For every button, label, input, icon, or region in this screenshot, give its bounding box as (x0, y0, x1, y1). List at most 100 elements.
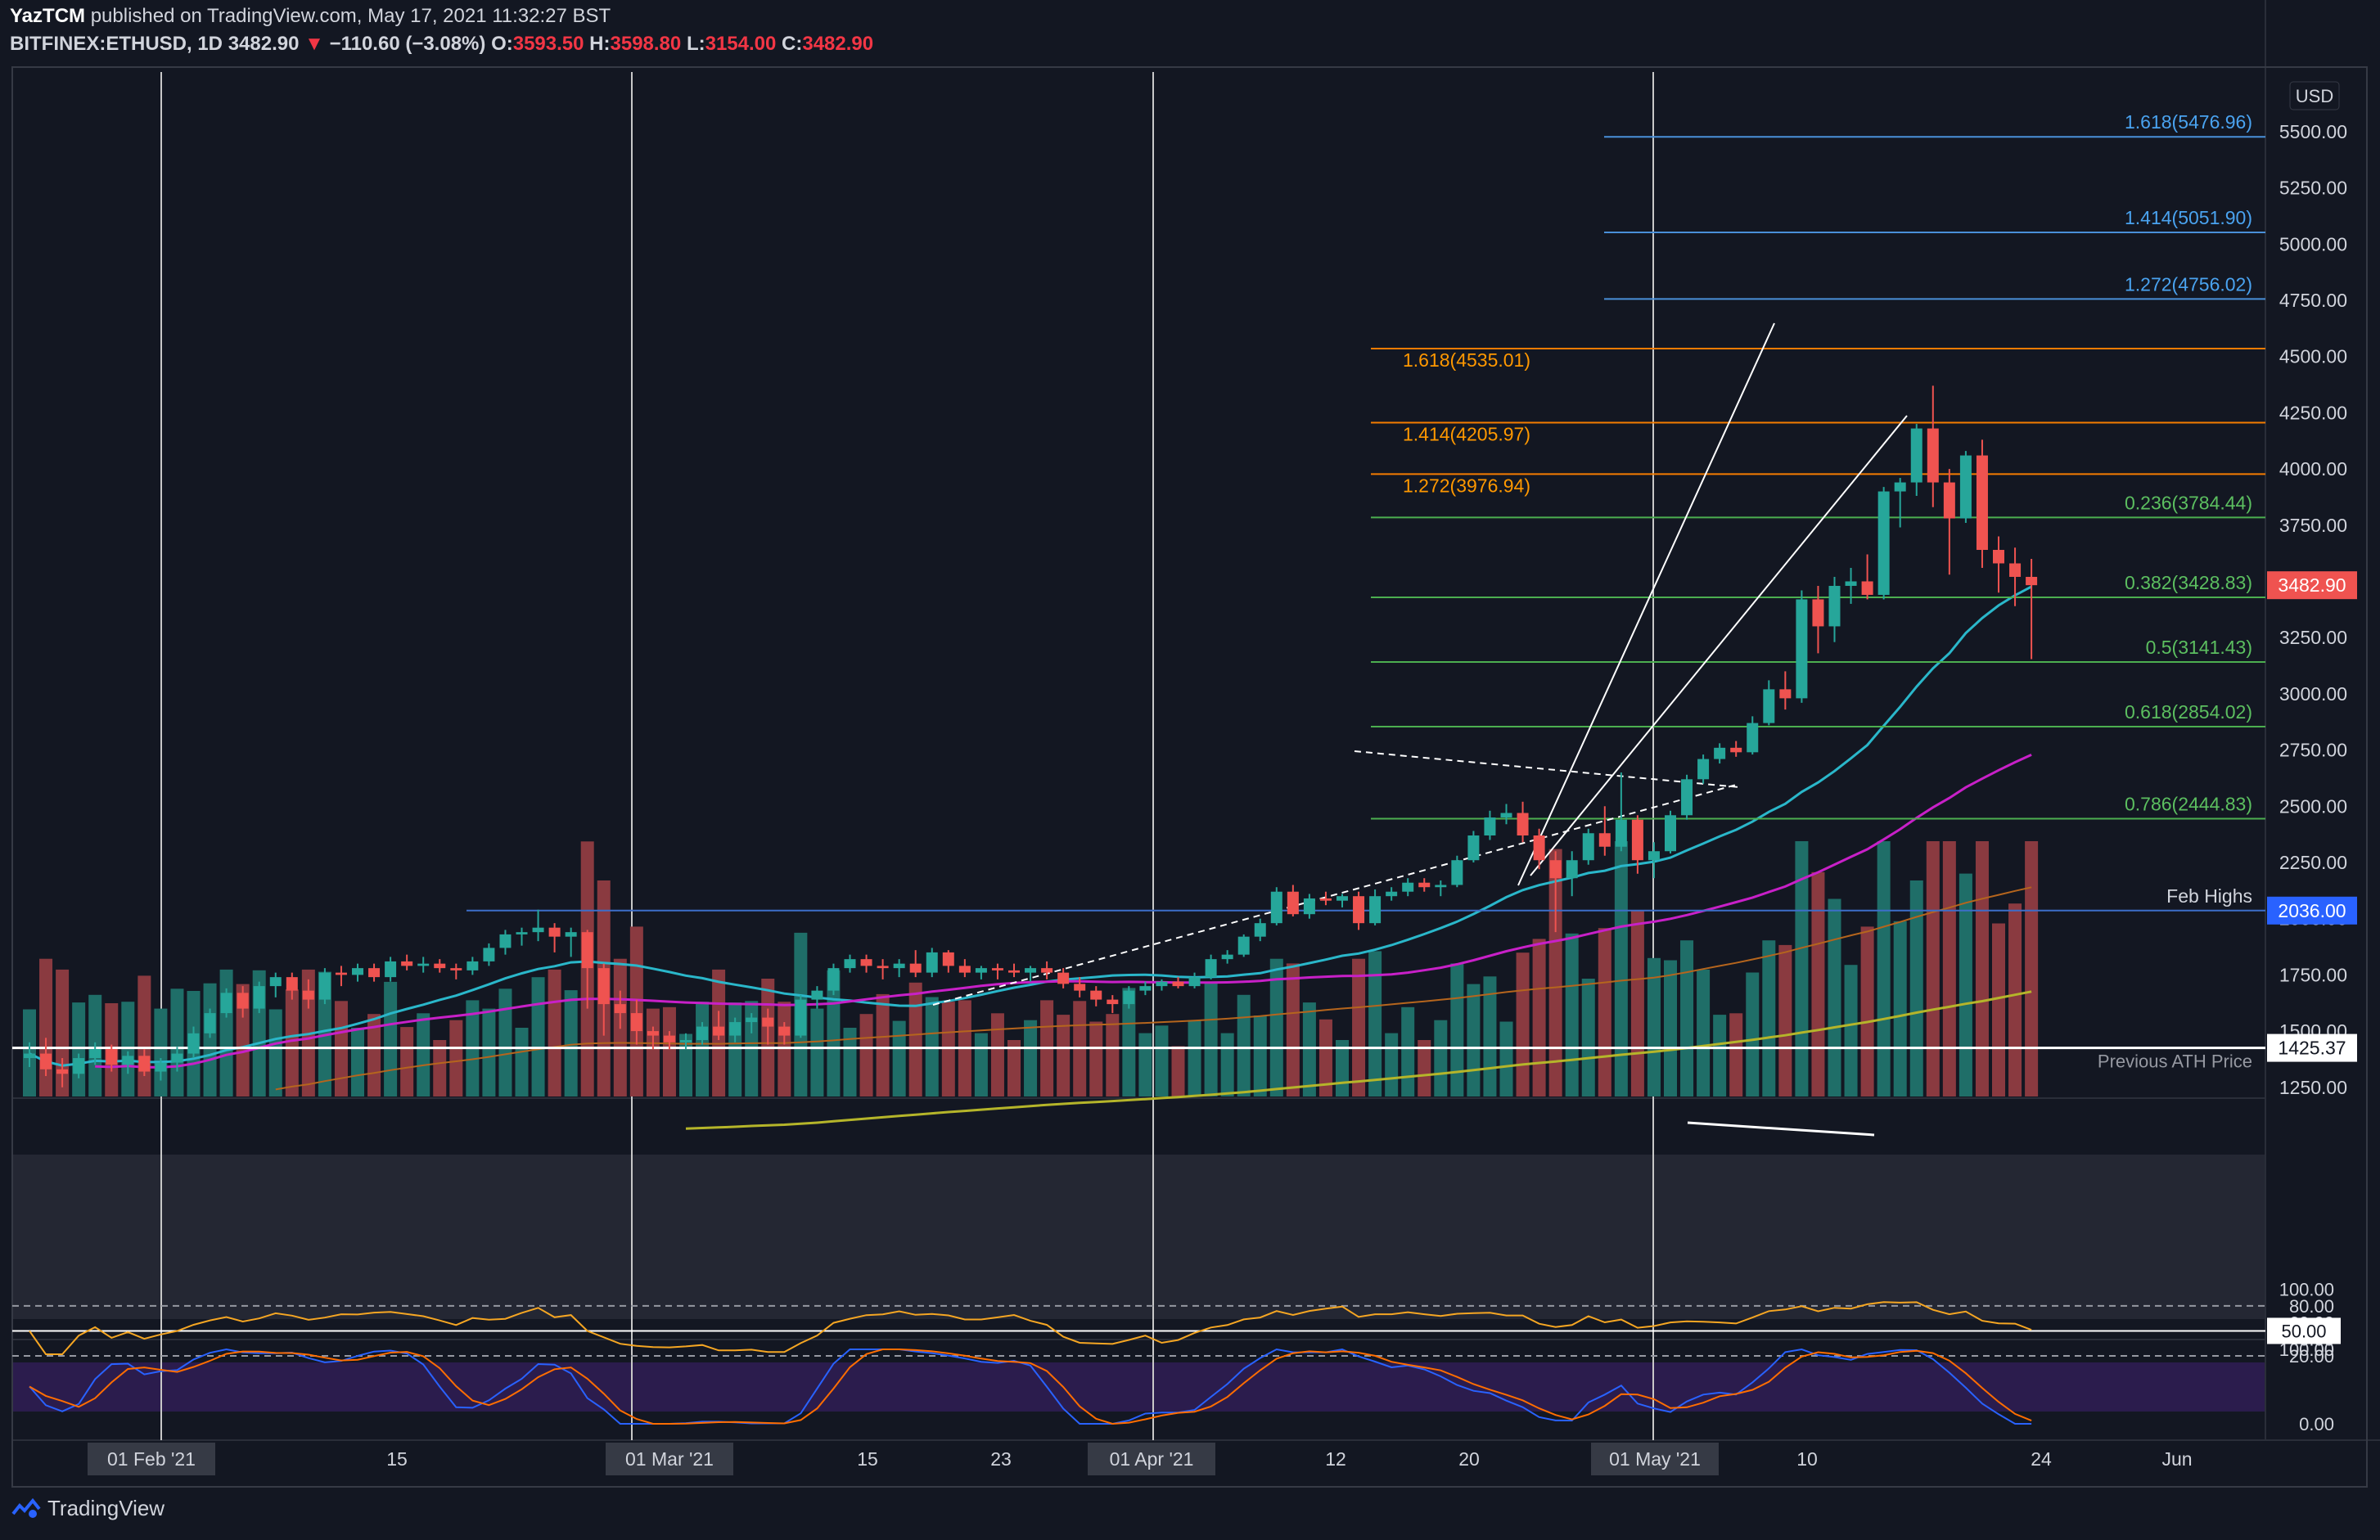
volume-bar (367, 1014, 381, 1096)
volume-bar (1680, 940, 1694, 1096)
volume-bar (990, 1013, 1004, 1096)
high-value: 3598.80 (610, 33, 682, 55)
candle-body (516, 932, 528, 934)
volume-bar (1975, 841, 1989, 1096)
candle-body (1041, 968, 1053, 973)
price-axis-tick: 1250.00 (2279, 1077, 2347, 1098)
stoch-d-line (29, 1349, 2032, 1425)
volume-bar (696, 1002, 710, 1096)
candle-body (2009, 563, 2022, 577)
volume-bar (1516, 952, 1530, 1096)
volume-bar (1302, 1002, 1316, 1096)
candle-body (1435, 885, 1447, 888)
candle-body (106, 1049, 118, 1065)
candle-body (352, 968, 363, 975)
candle-body (269, 977, 282, 987)
fib-retracement-label: 0.786(2444.83) (2125, 793, 2252, 814)
candle-body (1287, 891, 1299, 915)
candle-body (1845, 581, 1857, 586)
volume-bar (515, 1028, 529, 1096)
tradingview-logo[interactable]: TradingView (11, 1496, 165, 1521)
volume-bar (1630, 910, 1644, 1096)
candle-body (1796, 599, 1808, 699)
volume-bar (1811, 871, 1825, 1096)
candle-body (729, 1022, 741, 1036)
symbol-label[interactable]: BITFINEX:ETHUSD, 1D (10, 33, 223, 55)
ma20-line (29, 585, 2032, 1067)
candle-body (434, 963, 446, 969)
candle-body (1090, 990, 1102, 1000)
fib-extension-upper-label: 1.414(5051.90) (2125, 207, 2252, 228)
close-label: C: (782, 33, 803, 55)
candle-body (909, 963, 922, 973)
candle-body (1665, 815, 1676, 852)
volume-bar (728, 1002, 742, 1096)
volume-bar (1697, 969, 1711, 1096)
volume-bar (482, 1008, 496, 1096)
candle-body (663, 1035, 675, 1042)
last-price-tag-text: 3482.90 (2278, 574, 2346, 596)
candle-body (597, 968, 610, 1005)
candle-body (1270, 891, 1282, 924)
stoch-k-line (29, 1348, 2032, 1425)
volume-bar (1877, 841, 1891, 1096)
previous-ath-label: Previous ATH Price (2098, 1051, 2252, 1072)
volume-bar (941, 1002, 955, 1096)
candle-body (1139, 986, 1152, 991)
candle-body (1615, 819, 1627, 847)
candle-body (1763, 689, 1775, 723)
fib-extension-upper-label: 1.272(4756.02) (2125, 273, 2252, 295)
volume-bar (236, 984, 250, 1096)
volume-bar (1664, 960, 1677, 1096)
candle-body (1008, 970, 1020, 973)
feb-highs-tag-text: 2036.00 (2278, 900, 2346, 921)
publish-info: YazTCM published on TradingView.com, May… (10, 5, 611, 28)
volume-bar (1220, 1033, 1234, 1096)
candle-body (1517, 813, 1529, 836)
time-axis-highlight (88, 1443, 215, 1475)
volume-bar (974, 1033, 988, 1096)
candle-body (1221, 954, 1233, 960)
candle-body (1943, 482, 1955, 519)
stoch-band (12, 1362, 2265, 1412)
time-axis-highlight (1591, 1443, 1719, 1475)
candle-body (1648, 851, 1660, 861)
low-label: L: (686, 33, 705, 55)
candle-body (483, 948, 495, 961)
volume-bar (1565, 933, 1579, 1096)
price-axis-tick: 1750.00 (2279, 964, 2347, 985)
volume-bar (1237, 994, 1251, 1096)
candle-body (1927, 428, 1939, 483)
time-axis-tick: Jun (2161, 1448, 2192, 1470)
candle-body (680, 1040, 692, 1042)
candle-body (778, 1026, 791, 1036)
candle-body (368, 968, 381, 978)
candle-body (1533, 835, 1545, 861)
candle-body (1188, 977, 1201, 987)
time-axis-tick: 20 (1458, 1448, 1480, 1470)
candle-body (1993, 550, 2004, 564)
volume-bar (908, 982, 922, 1096)
time-axis-highlight (606, 1443, 733, 1475)
candle-body (73, 1058, 85, 1074)
candle-body (1254, 923, 1266, 937)
price-axis-tick: 2500.00 (2279, 795, 2347, 817)
volume-bar (1844, 965, 1858, 1096)
time-axis-tick: 01 Feb '21 (107, 1448, 196, 1470)
bearish-divergence-line (1687, 1121, 1875, 1137)
candle-body (1402, 882, 1414, 892)
candle-body (499, 934, 512, 948)
candle-body (1549, 860, 1562, 879)
candle-body (1386, 891, 1398, 897)
candle-body (1910, 428, 1922, 483)
price-axis-tick: 3000.00 (2279, 683, 2347, 705)
author-name[interactable]: YazTCM (10, 5, 86, 27)
candle-body (89, 1049, 101, 1059)
candle-body (1582, 833, 1594, 861)
volume-bar (433, 1040, 447, 1096)
time-axis-tick: 10 (1796, 1448, 1818, 1470)
candle-body (204, 1013, 216, 1033)
volume-bar (1057, 1015, 1071, 1096)
volume-bar (1647, 957, 1661, 1096)
